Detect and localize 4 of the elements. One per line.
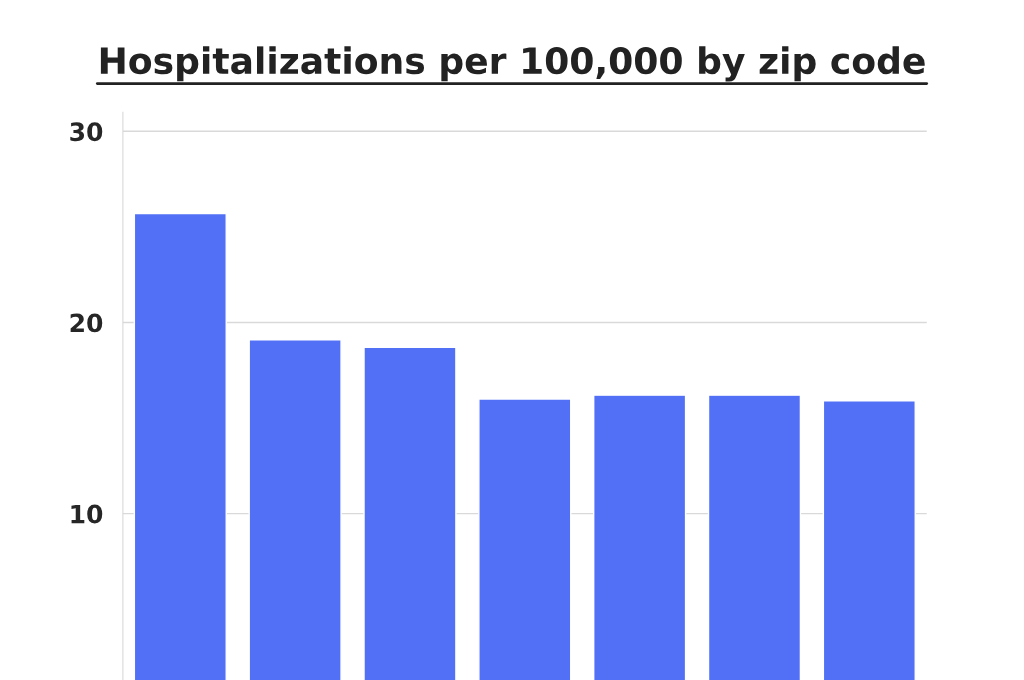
chart-title: Hospitalizations per 100,000 by zip code xyxy=(100,46,925,82)
y-tick-label: 10 xyxy=(71,504,103,524)
y-tick-label: 20 xyxy=(70,313,103,333)
y-tick-label: 30 xyxy=(70,122,103,142)
